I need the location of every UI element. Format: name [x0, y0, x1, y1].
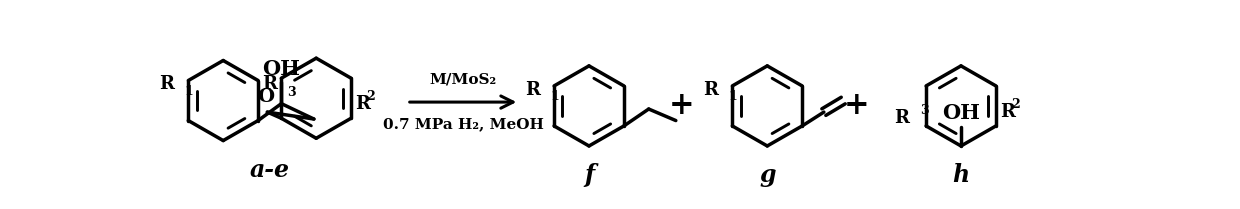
Text: R: R [160, 75, 175, 93]
Text: +: + [670, 90, 694, 121]
Text: 2: 2 [367, 90, 376, 103]
Text: O: O [257, 88, 274, 106]
Text: 3: 3 [920, 104, 929, 117]
Text: +: + [843, 90, 869, 121]
Text: R: R [894, 109, 909, 127]
Text: h: h [952, 163, 970, 187]
Text: OH: OH [263, 59, 300, 79]
Text: f: f [584, 163, 594, 187]
Text: 1: 1 [728, 90, 738, 103]
Text: R: R [999, 103, 1014, 121]
Text: R: R [355, 95, 370, 113]
Text: 0.7 MPa H₂, MeOH: 0.7 MPa H₂, MeOH [383, 117, 543, 131]
Text: a-e: a-e [249, 158, 290, 182]
Text: 3: 3 [288, 85, 296, 99]
Text: M/MoS₂: M/MoS₂ [429, 73, 497, 87]
Text: 2: 2 [1012, 98, 1021, 111]
Text: 1: 1 [185, 85, 193, 98]
Text: g: g [759, 163, 775, 187]
Text: OH: OH [942, 103, 980, 123]
Text: 1: 1 [551, 90, 559, 103]
Text: R: R [526, 81, 541, 99]
Text: R: R [703, 81, 718, 99]
Text: R: R [263, 75, 278, 93]
